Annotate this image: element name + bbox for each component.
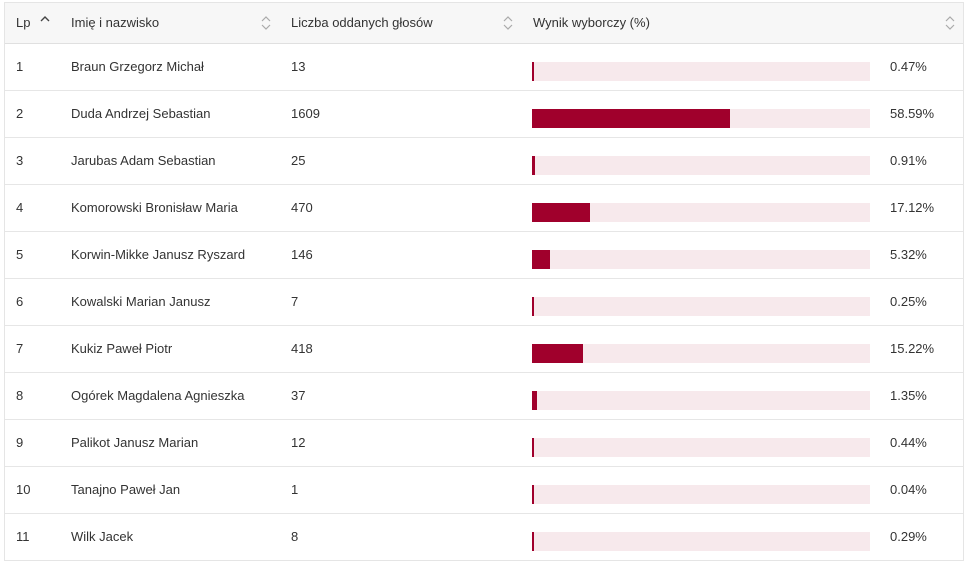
sort-toggle-icon[interactable] [944, 13, 956, 33]
row-lp: 3 [16, 153, 24, 168]
row-result-percent: 0.29% [890, 529, 927, 544]
row-vote-count: 418 [291, 341, 313, 356]
table-body: 1 Braun Grzegorz Michał 13 0.47% 2 Duda Andrz… [5, 44, 963, 560]
result-bar [532, 344, 584, 363]
row-vote-count: 146 [291, 247, 313, 262]
row-result-percent: 0.44% [890, 435, 927, 450]
row-result-percent: 15.22% [890, 341, 935, 356]
result-bar-track [532, 297, 870, 316]
result-bar [532, 203, 590, 222]
result-bar-track [532, 62, 870, 81]
result-bar [532, 297, 534, 316]
result-bar-track [532, 485, 870, 504]
header-name[interactable]: Imię i nazwisko [71, 3, 159, 43]
row-lp: 5 [16, 247, 24, 262]
sort-toggle-icon[interactable] [260, 13, 272, 33]
row-lp: 6 [16, 294, 24, 309]
table-row: 9 Palikot Janusz Marian 12 0.44% [5, 420, 963, 467]
row-candidate-name: Komorowski Bronisław Maria [71, 200, 238, 215]
row-result-percent: 0.47% [890, 59, 927, 74]
row-result-percent: 0.25% [890, 294, 927, 309]
table-row: 7 Kukiz Paweł Piotr 418 15.22% [5, 326, 963, 373]
result-bar [532, 391, 537, 410]
row-candidate-name: Tanajno Paweł Jan [71, 482, 181, 497]
row-lp: 7 [16, 341, 24, 356]
row-vote-count: 470 [291, 200, 313, 215]
row-vote-count: 37 [291, 388, 306, 403]
table-row: 2 Duda Andrzej Sebastian 1609 58.59% [5, 91, 963, 138]
row-candidate-name: Kowalski Marian Janusz [71, 294, 211, 309]
row-result-percent: 0.91% [890, 153, 927, 168]
row-result-percent: 5.32% [890, 247, 927, 262]
table-row: 3 Jarubas Adam Sebastian 25 0.91% [5, 138, 963, 185]
row-result-percent: 58.59% [890, 106, 935, 121]
result-bar-track [532, 532, 870, 551]
row-candidate-name: Wilk Jacek [71, 529, 134, 544]
header-lp[interactable]: Lp [16, 3, 30, 43]
header-result[interactable]: Wynik wyborczy (%) [533, 3, 650, 43]
row-candidate-name: Palikot Janusz Marian [71, 435, 199, 450]
result-bar-track [532, 438, 870, 457]
result-bar [532, 438, 534, 457]
header-votes-label: Liczba oddanych głosów [291, 15, 433, 30]
header-votes[interactable]: Liczba oddanych głosów [291, 3, 433, 43]
header-lp-label: Lp [16, 15, 31, 30]
result-bar [532, 109, 731, 128]
table-row: 1 Braun Grzegorz Michał 13 0.47% [5, 44, 963, 91]
sort-ascending-icon[interactable] [39, 12, 51, 32]
table-row: 4 Komorowski Bronisław Maria 470 17.12% [5, 185, 963, 232]
sort-toggle-icon[interactable] [502, 13, 514, 33]
result-bar-track [532, 203, 870, 222]
row-result-percent: 17.12% [890, 200, 935, 215]
row-candidate-name: Korwin-Mikke Janusz Ryszard [71, 247, 246, 262]
result-bar-track [532, 344, 870, 363]
table-header: Lp Imię i nazwisko Liczba oddanych głosó… [5, 3, 963, 44]
row-candidate-name: Ogórek Magdalena Agnieszka [71, 388, 245, 403]
table-row: 5 Korwin-Mikke Janusz Ryszard 146 5.32% [5, 232, 963, 279]
row-vote-count: 7 [291, 294, 299, 309]
row-lp: 2 [16, 106, 24, 121]
result-bar [532, 156, 536, 175]
table-row: 10 Tanajno Paweł Jan 1 0.04% [5, 467, 963, 514]
result-bar-track [532, 391, 870, 410]
row-candidate-name: Braun Grzegorz Michał [71, 59, 204, 74]
table-row: 11 Wilk Jacek 8 0.29% [5, 514, 963, 560]
result-bar-track [532, 156, 870, 175]
row-vote-count: 8 [291, 529, 299, 544]
row-vote-count: 1 [291, 482, 299, 497]
row-vote-count: 25 [291, 153, 306, 168]
row-candidate-name: Jarubas Adam Sebastian [71, 153, 216, 168]
row-result-percent: 0.04% [890, 482, 927, 497]
row-result-percent: 1.35% [890, 388, 927, 403]
header-name-label: Imię i nazwisko [71, 15, 160, 30]
row-candidate-name: Duda Andrzej Sebastian [71, 106, 211, 121]
result-bar [532, 485, 534, 504]
result-bar [532, 62, 534, 81]
row-candidate-name: Kukiz Paweł Piotr [71, 341, 173, 356]
row-lp: 9 [16, 435, 24, 450]
table-row: 8 Ogórek Magdalena Agnieszka 37 1.35% [5, 373, 963, 420]
row-lp: 8 [16, 388, 24, 403]
table-row: 6 Kowalski Marian Janusz 7 0.25% [5, 279, 963, 326]
row-lp: 10 [16, 482, 31, 497]
header-result-label: Wynik wyborczy (%) [533, 15, 650, 30]
row-vote-count: 13 [291, 59, 306, 74]
result-bar-track [532, 250, 870, 269]
row-vote-count: 12 [291, 435, 306, 450]
result-bar-track [532, 109, 870, 128]
row-lp: 1 [16, 59, 24, 74]
row-lp: 4 [16, 200, 24, 215]
results-table: Lp Imię i nazwisko Liczba oddanych głosó… [4, 2, 964, 561]
result-bar [532, 250, 550, 269]
row-lp: 11 [16, 529, 30, 544]
result-bar [532, 532, 534, 551]
row-vote-count: 1609 [291, 106, 320, 121]
